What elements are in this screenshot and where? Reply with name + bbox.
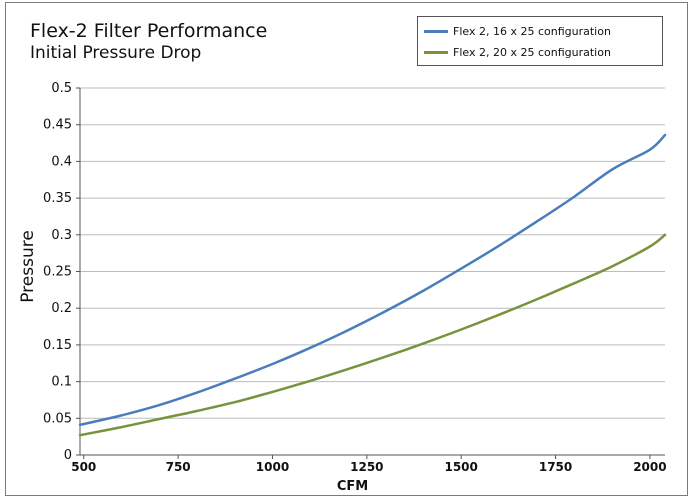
chart-subtitle: Initial Pressure Drop — [30, 43, 202, 63]
chart-frame — [5, 2, 688, 496]
y-tick-label: 0 — [64, 448, 72, 463]
y-tick-label: 0.2 — [51, 301, 72, 316]
x-tick-label: 2000 — [633, 460, 666, 474]
legend-swatch-series-2 — [424, 50, 448, 54]
x-axis-label: CFM — [337, 479, 368, 494]
legend: Flex 2, 16 x 25 configuration Flex 2, 20… — [417, 16, 663, 66]
legend-swatch-series-1 — [424, 29, 448, 33]
legend-item-series-2: Flex 2, 20 x 25 configuration — [424, 42, 611, 62]
y-tick-label: 0.3 — [51, 228, 72, 243]
y-tick-label: 0.15 — [43, 338, 72, 353]
x-tick-label: 1500 — [444, 460, 477, 474]
x-tick-label: 1000 — [256, 460, 289, 474]
legend-item-series-1: Flex 2, 16 x 25 configuration — [424, 21, 611, 41]
y-tick-label: 0.45 — [43, 118, 72, 133]
y-tick-label: 0.4 — [51, 154, 72, 169]
legend-label-series-1: Flex 2, 16 x 25 configuration — [453, 24, 611, 38]
series-line-2 — [78, 233, 667, 437]
y-tick-label: 0.1 — [51, 375, 72, 390]
series-line-1 — [78, 133, 667, 427]
x-tick-label: 1750 — [539, 460, 572, 474]
y-tick-label: 0.25 — [43, 265, 72, 280]
chart-title: Flex-2 Filter Performance — [30, 20, 268, 42]
y-tick-label: 0.05 — [43, 411, 72, 426]
x-tick-label: 750 — [166, 460, 191, 474]
legend-label-series-2: Flex 2, 20 x 25 configuration — [453, 45, 611, 59]
x-tick-label: 1250 — [350, 460, 383, 474]
x-tick-label: 500 — [71, 460, 96, 474]
y-tick-label: 0.5 — [51, 81, 72, 96]
y-axis-label: Pressure — [18, 230, 38, 303]
y-tick-label: 0.35 — [43, 191, 72, 206]
